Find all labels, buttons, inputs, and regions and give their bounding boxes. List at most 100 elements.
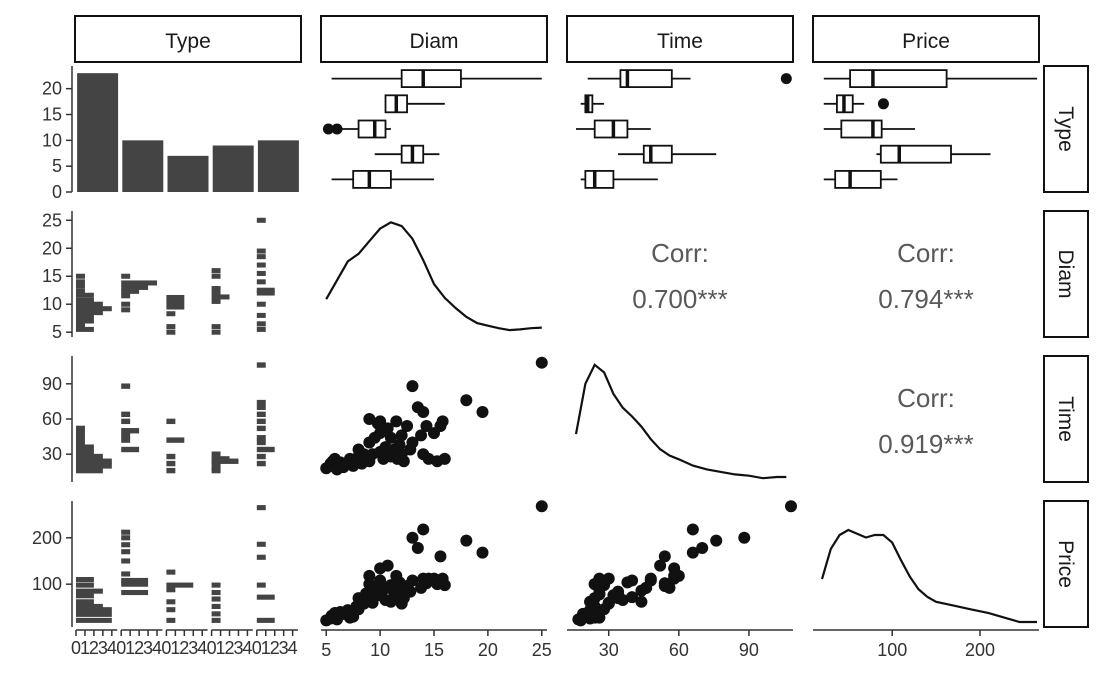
boxplot-box <box>840 119 883 139</box>
histogram-bar <box>76 453 103 460</box>
corr-time-price-value: 0.919*** <box>878 429 973 459</box>
histogram-bar <box>166 587 176 593</box>
histogram-bar <box>76 322 85 329</box>
histogram-bar <box>121 428 140 434</box>
histogram-bar <box>211 298 221 304</box>
histogram-bar <box>256 321 266 327</box>
histogram-bar <box>256 439 266 446</box>
y-tick-label: 10 <box>42 294 62 314</box>
x-tick-label: 3 <box>279 638 289 658</box>
histogram-bar <box>76 439 85 446</box>
col-strip-diam-label: Diam <box>409 30 458 53</box>
x-tick-label: 0 <box>116 638 126 658</box>
y-tick-label: 30 <box>42 444 62 464</box>
scatter-point-diam-price <box>438 579 451 592</box>
boxplot-box <box>593 119 629 139</box>
histogram-bar <box>256 617 275 623</box>
histogram-bar <box>76 607 112 613</box>
histogram-bar <box>166 569 176 575</box>
row-strip-price-label: Price <box>1054 540 1077 588</box>
x-tick-label: 4 <box>288 638 298 658</box>
x-tick-label: 4 <box>107 638 117 658</box>
histogram-bar <box>76 603 103 609</box>
histogram-bar <box>211 465 221 471</box>
density-curve-price <box>820 528 1037 624</box>
histogram-bar <box>256 582 266 588</box>
scatter-point-diam-price <box>535 500 548 513</box>
scatter-point-time-price <box>612 585 625 598</box>
histogram-bar <box>121 589 149 596</box>
boxplot-box <box>642 144 673 164</box>
x-tick-label: 0 <box>71 638 81 658</box>
scatter-point-diam-time <box>384 431 397 444</box>
x-tick-label: 90 <box>739 640 759 660</box>
x-tick-label: 2 <box>89 638 99 658</box>
boxplot-box <box>619 69 673 88</box>
histogram-bar <box>256 301 266 307</box>
histogram-bar <box>121 411 131 418</box>
scatter-point-diam-time <box>438 452 451 465</box>
scatter-point-diam-time <box>535 356 548 369</box>
row-strip-type-label: Type <box>1054 106 1077 152</box>
scatter-point-time-price <box>626 591 639 604</box>
scatter-point-diam-time <box>381 422 394 435</box>
scatter-point-time-price <box>785 500 797 513</box>
x-tick-label: 1 <box>125 638 135 658</box>
histogram-bar <box>121 293 131 299</box>
histogram-bar <box>256 446 275 453</box>
scatter-point-diam-time <box>397 455 410 468</box>
histogram-bar <box>76 582 94 588</box>
histogram-bar <box>121 418 131 425</box>
histogram-bar <box>76 292 94 298</box>
x-tick-label: 0 <box>207 638 217 658</box>
histogram-bar <box>166 582 194 588</box>
histogram-bar <box>121 437 131 443</box>
scatter-point-time-price <box>686 546 699 559</box>
row-strip-diam <box>1043 210 1089 338</box>
corr-diam-price-label: Corr: <box>897 238 955 268</box>
x-tick-label: 5 <box>321 640 331 660</box>
histogram-bar <box>76 310 103 316</box>
scatter-point-time-price <box>696 541 709 554</box>
scatter-point-diam-price <box>374 574 387 587</box>
histogram-bar <box>256 287 275 293</box>
boxplot-box <box>352 169 392 189</box>
histogram-bar <box>121 383 131 389</box>
y-tick-label: 5 <box>52 322 62 342</box>
histogram-bar <box>121 577 149 584</box>
histogram-bar <box>121 542 131 548</box>
scatter-point-diam-time <box>393 438 406 451</box>
histogram-bar <box>166 599 176 605</box>
x-tick-label: 60 <box>669 640 689 660</box>
histogram-bar <box>166 324 176 330</box>
histogram-bar <box>76 326 94 332</box>
boxplot-outlier <box>780 73 792 85</box>
histogram-bar <box>211 268 221 274</box>
histogram-bar <box>211 329 221 335</box>
histogram-bar <box>121 446 140 453</box>
row-strip-diam-label: Diam <box>1054 249 1077 298</box>
scatter-point-diam-time <box>406 380 419 393</box>
corr-diam-price-value: 0.794*** <box>878 284 973 314</box>
correlation-panels: Corr: 0.700*** Corr: 0.794*** Corr: 0.91… <box>632 238 973 459</box>
boxplot-outlier <box>331 123 343 135</box>
histogram-bar <box>76 435 85 441</box>
x-tick-label: 30 <box>599 640 619 660</box>
y-tick-label: 60 <box>42 409 62 429</box>
histogram-bar <box>76 444 94 450</box>
boxplot-outlier <box>877 98 889 110</box>
x-tick-label: 0 <box>161 638 171 658</box>
scatter-point-diam-time <box>436 415 449 428</box>
scatter-point-diam-price <box>417 523 430 536</box>
type-count-bar <box>257 140 299 192</box>
scatter-point-diam-time <box>420 420 433 433</box>
scatter-point-diam-price <box>411 541 424 554</box>
scatter-point-time-price <box>635 595 648 608</box>
y-tick-label: 10 <box>42 130 62 150</box>
histogram-bar <box>211 451 221 457</box>
col-strip-diam <box>320 15 548 63</box>
histogram-bar <box>76 318 94 324</box>
x-tick-label: 1 <box>80 638 90 658</box>
histogram-bar <box>166 460 176 467</box>
histogram-bar <box>76 425 85 432</box>
